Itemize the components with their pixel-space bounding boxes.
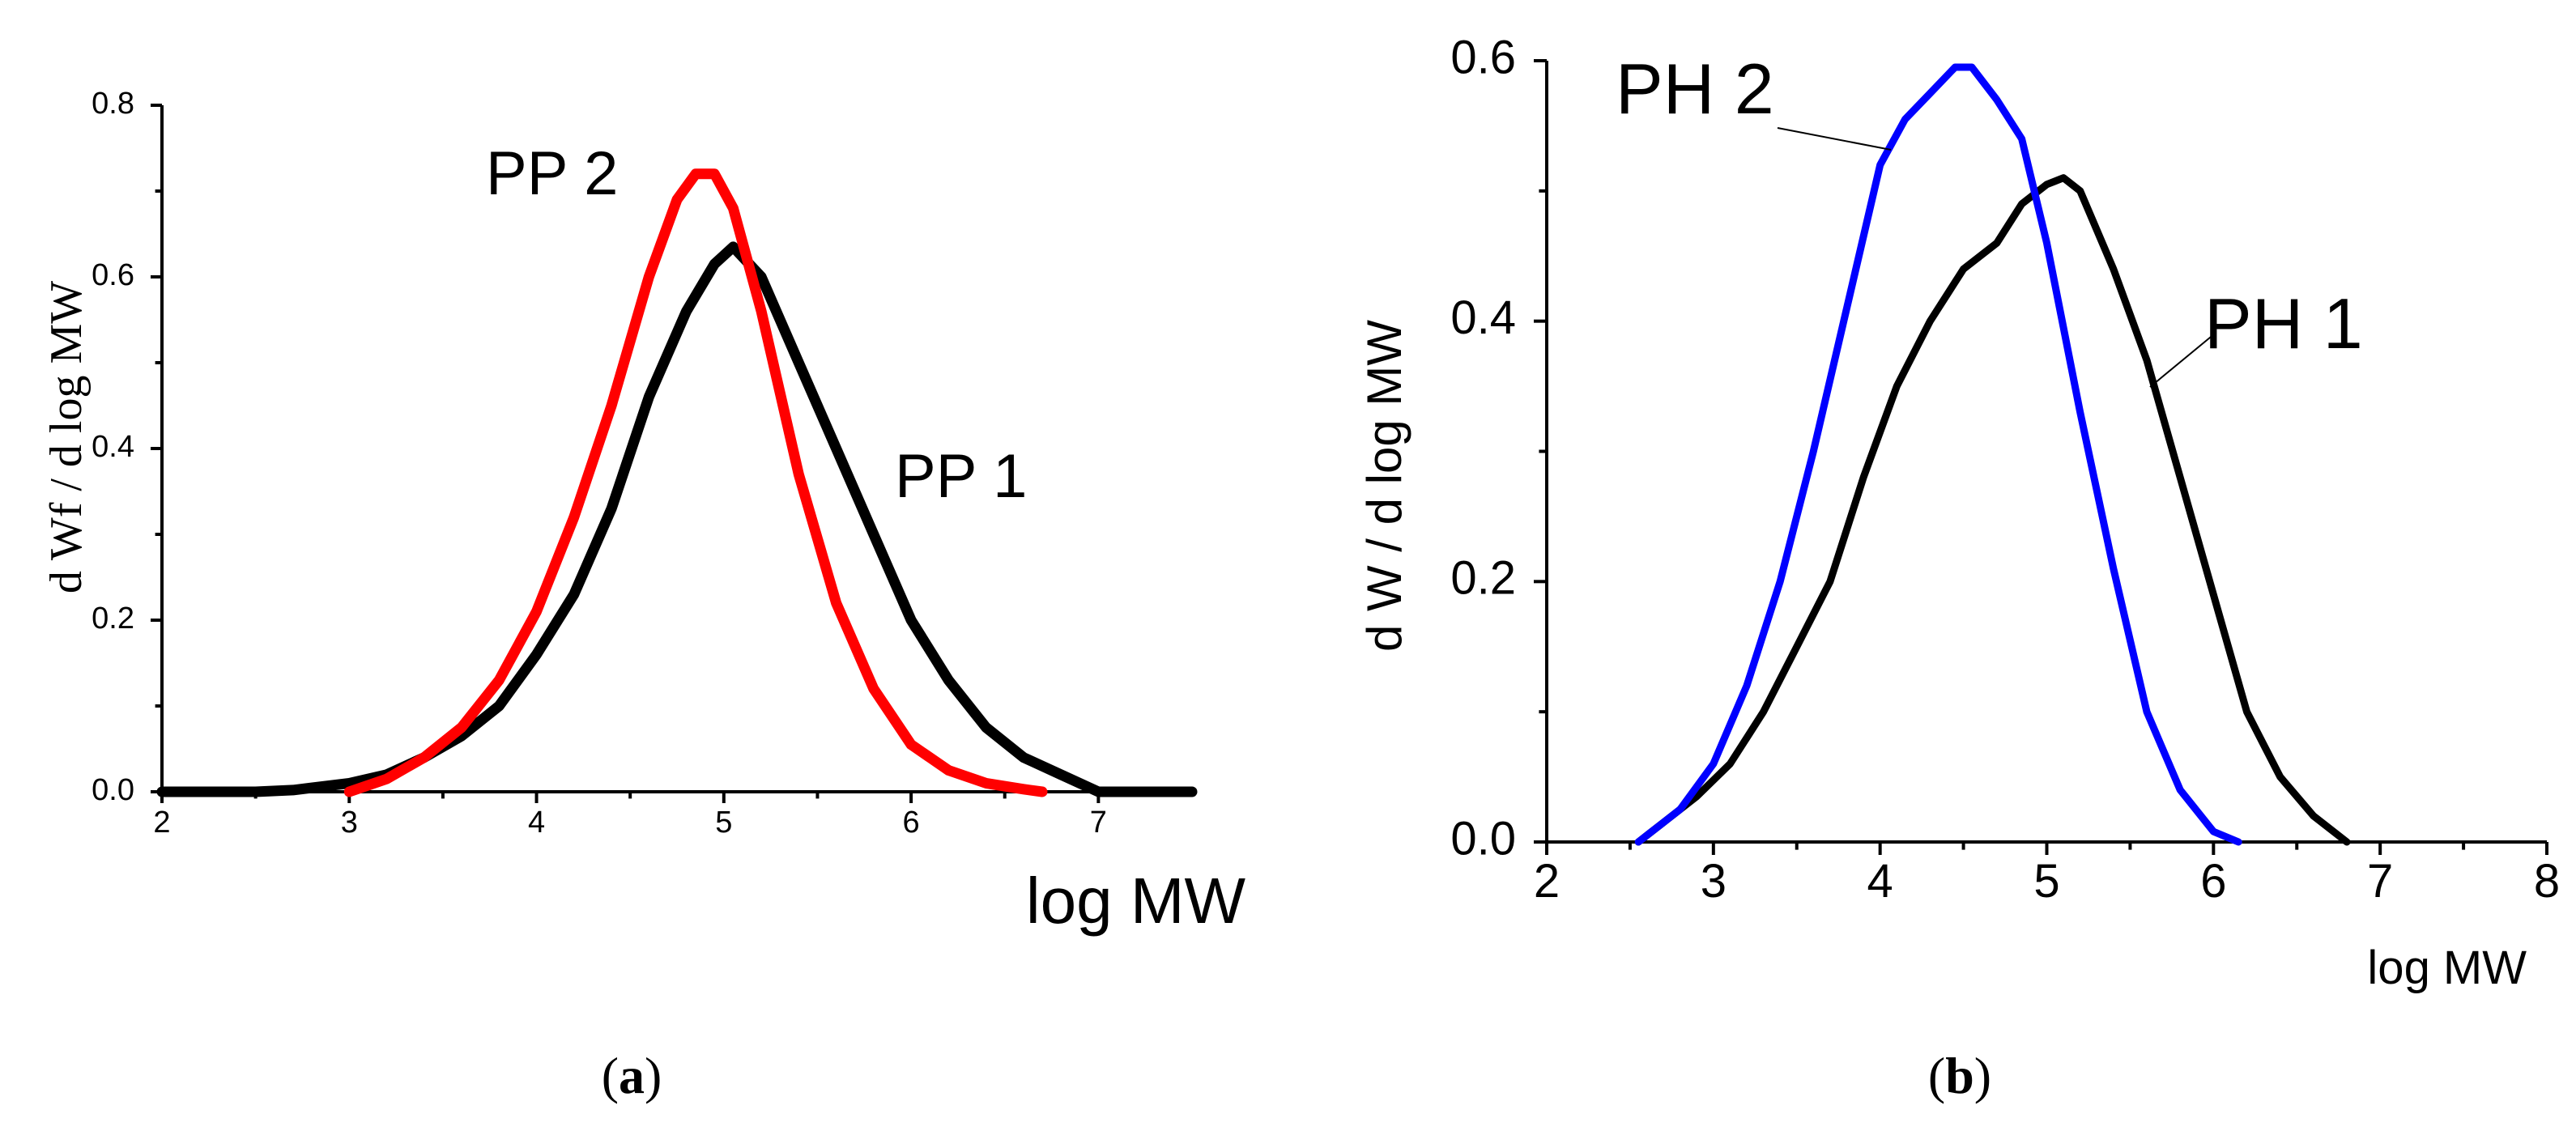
panel-a-y-tick-label: 0.8: [92, 87, 134, 121]
panel-b-x-tick-label: 4: [1867, 855, 1893, 908]
panel-a-annotation-pp1: PP 1: [895, 442, 1027, 511]
panel-a-y-tick-label: 0.0: [92, 773, 134, 807]
panel-a-series-pp2-line: [343, 168, 1048, 797]
panel-b-y-tick-label: 0.0: [1450, 812, 1516, 865]
panel-b-chart: 2 3 4 5 6 7 8 0.0 0.2 0.4 0.6 PH 2 PH 1 d W / d lo…: [1357, 31, 2560, 1104]
panel-b-axes: 2 3 4 5 6 7 8 0.0 0.2 0.4 0.6: [1450, 31, 2560, 908]
panel-b-y-tick-label: 0.6: [1450, 31, 1516, 83]
panel-a-y-tick-label: 0.2: [92, 602, 134, 636]
panel-a-axes: 2 3 4 5 6 7 0.0 0.2 0.4 0.6 0.8: [92, 87, 1192, 840]
panel-a-x-tick-label: 4: [528, 806, 545, 840]
panel-a-x-tick-label: 6: [903, 806, 920, 840]
panel-a-x-tick-label: 7: [1090, 806, 1107, 840]
panel-a-caption: (a): [602, 1047, 662, 1104]
panel-b-x-tick-label: 8: [2534, 855, 2560, 908]
panel-b-annotation-ph1: PH 1: [2204, 283, 2363, 364]
panel-a-x-tick-label: 5: [715, 806, 732, 840]
panel-b-x-tick-label: 6: [2200, 855, 2226, 908]
panel-b-series-ph1-line: [1634, 174, 2351, 846]
panel-b-annotation-ph2: PH 2: [1616, 49, 1774, 129]
panel-b-x-tick-label: 2: [1534, 855, 1560, 908]
panel-b-y-tick-label: 0.4: [1450, 291, 1516, 344]
panel-b-series-group: [1634, 63, 2351, 846]
panel-b-series-ph2-line: [1634, 63, 2242, 846]
panel-b-caption-letter: b: [1945, 1047, 1974, 1104]
panel-a-y-tick-label: 0.4: [92, 430, 134, 464]
panel-a-x-tick-label: 3: [341, 806, 358, 840]
panel-a-series-group: [156, 168, 1198, 797]
panel-b-x-tick-label: 7: [2367, 855, 2393, 908]
panel-b-caption: (b): [1928, 1047, 1991, 1104]
panel-b-y-axis-label: d W / d log MW: [1357, 320, 1411, 652]
panel-a-annotation-pp2: PP 2: [486, 139, 618, 208]
panel-b-x-tick-label: 3: [1701, 855, 1727, 908]
panel-a-chart: 2 3 4 5 6 7 0.0 0.2 0.4 0.6 0.8 PP 2 PP 1 d Wf / d…: [41, 87, 1245, 1104]
panel-b-x-tick-label: 5: [2033, 855, 2059, 908]
panel-a-y-tick-label: 0.6: [92, 258, 134, 292]
panel-b-leader-ph1: [2149, 333, 2216, 388]
panel-a-y-axis-label: d Wf / d log MW: [41, 281, 92, 593]
panel-a-series-pp1-line: [156, 241, 1198, 797]
panel-a-caption-letter: a: [619, 1047, 645, 1104]
panel-b-x-axis-label: log MW: [2367, 942, 2527, 994]
panel-b-leader-ph2: [1777, 127, 1892, 151]
panel-b-y-tick-label: 0.2: [1450, 552, 1516, 605]
panel-a-x-tick-label: 2: [153, 806, 170, 840]
panel-a-x-axis-label: log MW: [1026, 865, 1246, 937]
